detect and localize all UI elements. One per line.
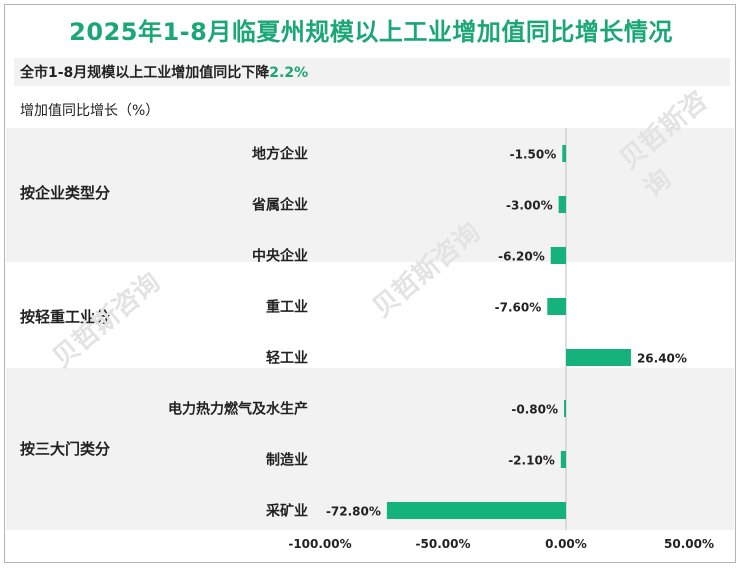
subtitle: 全市1-8月规模以上工业增加值同比下降2.2% [20,62,308,82]
category-label: 采矿业 [265,503,308,520]
chart-title: 2025年1-8月临夏州规模以上工业增加值同比增长情况 [69,18,673,46]
subtitle-prefix: 全市1-8月规模以上工业增加值同比下降 [20,65,270,81]
data-label: -2.10% [508,454,555,468]
category-label: 中央企业 [252,248,308,265]
group-band-3 [6,368,734,530]
x-tick-label: 0.00% [545,537,587,551]
bar [562,145,566,162]
bar [564,400,566,417]
category-label: 地方企业 [252,146,308,163]
chart-frame [4,4,736,563]
bar [550,247,566,264]
category-label: 电力热力燃气及水生产 [168,401,308,418]
data-label: 26.40% [637,352,687,366]
bar [566,349,631,366]
bar [547,298,566,315]
subtitle-highlight: 2.2% [269,65,309,81]
data-label: -7.60% [495,301,542,315]
bar [386,502,566,519]
data-label: -6.20% [498,250,545,264]
data-label: -3.00% [506,199,553,213]
x-tick-label: 50.00% [664,537,714,551]
group-label-3: 按三大门类分 [20,440,111,458]
y-axis-label: 增加值同比增长（%） [20,103,160,119]
x-tick-label: -50.00% [416,537,471,551]
data-label: -1.50% [510,148,557,162]
category-label: 制造业 [266,452,308,469]
bar [558,196,566,213]
category-label: 轻工业 [266,350,308,367]
bar [560,451,566,468]
data-label: -72.80% [326,505,381,519]
subtitle-box [14,58,730,86]
group-label-2: 按轻重工业分 [20,308,111,326]
category-label: 省属企业 [251,197,308,214]
data-label: -0.80% [511,403,558,417]
category-label: 重工业 [266,299,308,316]
group-band-1 [6,128,734,262]
group-label-1: 按企业类型分 [20,184,111,202]
x-tick-label: -100.00% [288,537,351,551]
